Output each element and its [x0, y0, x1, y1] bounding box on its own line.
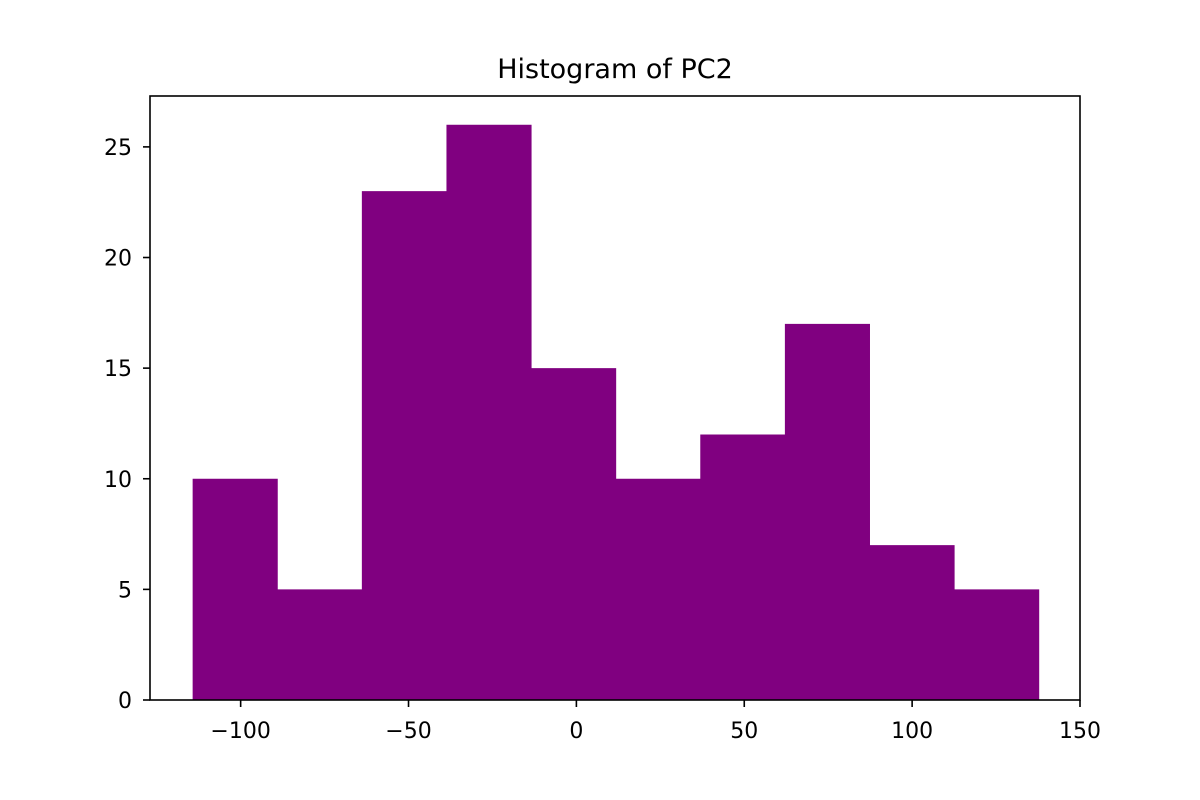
y-axis: 0 5 10 15 20 25: [104, 136, 150, 714]
histogram-bar: [446, 124, 532, 700]
y-tick-label: 10: [104, 468, 132, 493]
y-tick-label: 25: [104, 136, 132, 161]
y-tick-label: 20: [104, 247, 132, 272]
y-tick-label: 15: [104, 357, 132, 382]
x-tick-label: −100: [210, 719, 270, 744]
histogram-bar: [192, 478, 278, 700]
x-axis: −100 −50 0 50 100 150: [210, 700, 1101, 744]
histogram-bar: [277, 589, 363, 700]
y-tick-label: 0: [118, 689, 132, 714]
x-tick-label: 100: [891, 719, 933, 744]
histogram-bar: [361, 191, 447, 700]
histogram-bar: [869, 545, 955, 700]
x-tick-label: 0: [569, 719, 583, 744]
histogram-bar: [954, 589, 1040, 700]
histogram-bar: [784, 323, 870, 700]
chart-title: Histogram of PC2: [497, 54, 733, 85]
x-tick-label: 150: [1059, 719, 1101, 744]
y-tick-label: 5: [118, 578, 132, 603]
x-tick-label: 50: [730, 719, 758, 744]
x-tick-label: −50: [385, 719, 431, 744]
histogram-bar: [531, 368, 617, 700]
bars-group: [192, 124, 1040, 700]
plot-frame: [149, 95, 1081, 701]
histogram-bar: [615, 478, 701, 700]
histogram-bar: [700, 434, 786, 700]
